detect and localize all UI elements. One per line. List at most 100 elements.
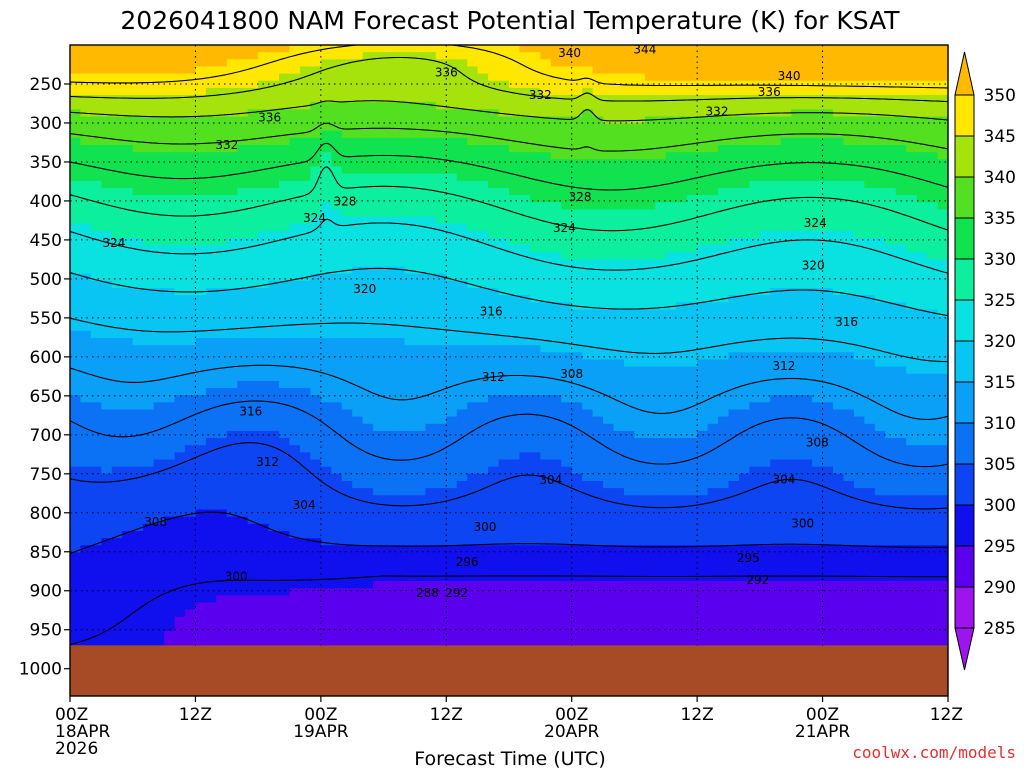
field-cell	[310, 102, 322, 110]
field-cell	[143, 230, 155, 239]
field-cell	[435, 466, 447, 475]
field-cell	[268, 87, 280, 96]
field-cell	[613, 623, 625, 632]
field-cell	[373, 280, 385, 289]
field-cell	[404, 466, 416, 475]
field-cell	[592, 273, 604, 282]
field-cell	[488, 438, 500, 446]
field-cell	[498, 480, 510, 489]
field-cell	[279, 602, 291, 611]
field-cell	[592, 631, 604, 639]
field-cell	[279, 395, 291, 403]
field-cell	[331, 602, 343, 611]
field-cell	[362, 323, 374, 332]
field-cell	[603, 609, 615, 618]
field-cell	[613, 180, 625, 189]
field-cell	[644, 359, 656, 368]
field-cell	[143, 552, 155, 561]
field-cell	[352, 266, 364, 275]
field-cell	[529, 366, 541, 375]
field-cell	[571, 516, 583, 525]
field-cell	[634, 80, 646, 89]
field-cell	[561, 473, 573, 482]
field-cell	[289, 273, 301, 282]
field-cell	[634, 145, 646, 153]
field-cell	[90, 488, 102, 496]
field-cell	[582, 459, 594, 468]
field-cell	[299, 373, 311, 382]
field-cell	[509, 373, 521, 382]
field-cell	[655, 80, 667, 89]
field-cell	[362, 380, 374, 389]
field-cell	[477, 588, 489, 596]
field-cell	[394, 552, 406, 561]
field-cell	[529, 295, 541, 303]
field-cell	[101, 380, 113, 389]
field-cell	[352, 373, 364, 382]
field-cell	[467, 152, 479, 160]
field-cell	[341, 330, 353, 339]
field-cell	[540, 216, 552, 225]
field-cell	[446, 309, 458, 318]
field-cell	[446, 237, 458, 246]
field-cell	[174, 566, 186, 575]
field-cell	[205, 87, 217, 96]
field-cell	[655, 152, 667, 160]
field-cell	[258, 330, 270, 339]
field-cell	[122, 409, 134, 418]
field-cell	[571, 109, 583, 118]
field-cell	[331, 409, 343, 418]
field-cell	[111, 523, 123, 532]
field-cell	[90, 202, 102, 210]
field-cell	[414, 338, 426, 346]
field-cell	[613, 245, 625, 253]
field-cell	[488, 287, 500, 296]
field-cell	[425, 87, 437, 96]
field-cell	[561, 280, 573, 289]
field-cell	[143, 159, 155, 168]
field-cell	[122, 445, 134, 453]
field-cell	[90, 445, 102, 453]
field-cell	[216, 145, 228, 153]
field-cell	[477, 52, 489, 60]
field-cell	[634, 273, 646, 282]
field-cell	[373, 102, 385, 110]
field-cell	[509, 631, 521, 639]
field-cell	[184, 466, 197, 475]
field-cell	[101, 137, 113, 146]
field-cell	[352, 402, 364, 411]
field-cell	[394, 273, 406, 282]
field-cell	[634, 373, 646, 382]
field-cell	[550, 609, 562, 618]
field-cell	[352, 595, 364, 604]
field-cell	[132, 52, 144, 60]
field-cell	[655, 581, 667, 589]
field-cell	[603, 473, 615, 482]
field-cell	[529, 416, 541, 425]
field-cell	[101, 266, 113, 275]
field-cell	[184, 595, 197, 604]
field-cell	[655, 302, 667, 311]
field-cell	[540, 595, 552, 604]
field-cell	[592, 473, 604, 482]
field-cell	[686, 323, 698, 332]
field-cell	[216, 52, 228, 60]
field-cell	[529, 538, 541, 546]
field-cell	[80, 137, 92, 146]
field-cell	[331, 109, 343, 118]
field-cell	[205, 80, 217, 89]
field-cell	[247, 488, 259, 496]
field-cell	[561, 409, 573, 418]
field-cell	[623, 216, 636, 225]
field-cell	[258, 152, 270, 160]
field-cell	[477, 480, 489, 489]
field-cell	[184, 259, 197, 268]
field-cell	[467, 245, 479, 253]
field-cell	[341, 416, 353, 425]
field-cell	[205, 366, 217, 375]
field-cell	[122, 566, 134, 575]
field-cell	[446, 445, 458, 453]
field-cell	[132, 109, 144, 118]
field-cell	[279, 380, 291, 389]
field-cell	[310, 266, 322, 275]
